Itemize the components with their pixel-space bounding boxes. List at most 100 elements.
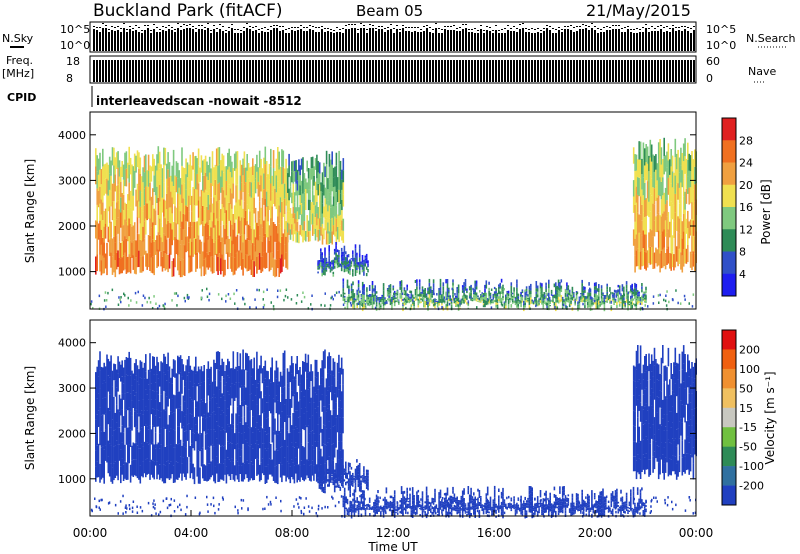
range-gate-cell	[221, 462, 223, 480]
scatter-cell	[369, 294, 371, 297]
sky-count-bar	[255, 30, 257, 51]
range-gate-cell	[310, 397, 312, 415]
range-gate-cell	[300, 443, 303, 461]
freq-bar	[279, 60, 281, 82]
range-gate-cell	[365, 260, 368, 264]
range-gate-cell	[283, 457, 286, 476]
range-gate-cell	[530, 300, 532, 305]
range-gate-cell	[304, 353, 307, 372]
range-gate-cell	[110, 252, 112, 268]
sky-count-bar	[237, 33, 239, 51]
range-gate-cell	[157, 410, 160, 427]
scatter-cell	[546, 292, 548, 296]
range-gate-cell	[220, 209, 222, 226]
range-gate-cell	[110, 191, 112, 207]
range-gate-cell	[342, 218, 345, 231]
range-gate-cell	[282, 150, 285, 168]
range-gate-cell	[210, 242, 212, 257]
range-gate-cell	[333, 260, 336, 264]
range-gate-cell	[324, 271, 326, 276]
sky-count-bar	[489, 31, 491, 51]
range-gate-cell	[213, 411, 215, 430]
range-gate-cell	[402, 306, 404, 308]
range-gate-cell	[313, 433, 315, 450]
range-gate-cell	[349, 270, 351, 273]
scatter-cell	[283, 298, 285, 302]
range-gate-cell	[375, 297, 378, 300]
range-gate-cell	[249, 196, 251, 212]
range-gate-cell	[334, 176, 336, 187]
freq-bar	[267, 60, 269, 82]
range-gate-cell	[688, 170, 690, 188]
range-gate-cell	[361, 267, 364, 270]
range-gate-cell	[172, 429, 175, 448]
range-gate-cell	[370, 294, 372, 296]
scatter-cell	[393, 292, 395, 295]
range-gate-cell	[358, 270, 361, 275]
range-gate-cell	[153, 391, 155, 410]
range-gate-cell	[210, 414, 212, 430]
range-gate-cell	[325, 263, 328, 266]
range-gate-cell	[232, 351, 235, 370]
freq-bar	[222, 60, 224, 82]
range-gate-cell	[218, 217, 221, 236]
range-gate-cell	[478, 298, 481, 300]
range-gate-cell	[215, 438, 218, 457]
range-gate-cell	[189, 188, 192, 206]
freq-bar	[570, 60, 572, 82]
range-gate-cell	[316, 190, 318, 202]
range-gate-cell	[239, 190, 242, 206]
range-gate-cell	[446, 292, 449, 297]
range-gate-cell	[335, 218, 338, 232]
range-gate-cell	[323, 173, 325, 185]
range-gate-cell	[481, 298, 483, 300]
range-gate-cell	[295, 160, 297, 172]
range-gate-cell	[218, 147, 221, 165]
range-gate-cell	[210, 382, 212, 399]
nave-label: Nave	[748, 65, 776, 78]
range-gate-cell	[680, 165, 682, 183]
range-gate-cell	[139, 239, 142, 257]
range-gate-cell	[110, 373, 112, 392]
range-gate-cell	[283, 404, 286, 422]
range-gate-cell	[289, 432, 292, 450]
range-gate-cell	[257, 429, 260, 445]
range-gate-cell	[317, 267, 319, 270]
range-gate-cell	[138, 369, 140, 385]
range-gate-cell	[220, 414, 222, 431]
range-gate-cell	[243, 416, 246, 433]
range-gate-cell	[163, 182, 165, 200]
range-gate-cell	[125, 462, 128, 480]
range-gate-cell	[235, 168, 237, 186]
range-gate-cell	[495, 304, 497, 308]
range-gate-cell	[635, 250, 638, 267]
range-gate-cell	[171, 197, 173, 214]
scatter-cell	[324, 304, 326, 307]
range-gate-cell	[525, 295, 528, 298]
search-count-dot	[267, 29, 269, 30]
range-gate-cell	[331, 217, 333, 232]
range-gate-cell	[178, 170, 180, 188]
range-gate-cell	[132, 181, 135, 196]
range-gate-cell	[318, 218, 321, 230]
range-gate-cell	[377, 299, 379, 301]
range-gate-cell	[168, 238, 171, 254]
range-gate-cell	[639, 306, 642, 309]
range-gate-cell	[306, 182, 308, 194]
range-gate-cell	[321, 394, 323, 412]
range-gate-cell	[513, 300, 515, 303]
range-gate-cell	[200, 433, 203, 450]
range-gate-cell	[164, 200, 167, 218]
range-gate-cell	[153, 461, 155, 480]
sky-count-bar	[186, 28, 188, 51]
range-gate-cell	[202, 432, 204, 448]
range-gate-cell	[338, 424, 340, 442]
range-gate-cell	[256, 351, 258, 370]
range-gate-cell	[492, 298, 495, 301]
range-gate-cell	[182, 229, 185, 245]
freq-bar	[609, 60, 611, 82]
range-gate-cell	[127, 357, 129, 376]
range-gate-cell	[384, 298, 386, 300]
range-gate-cell	[341, 210, 343, 221]
range-gate-cell	[296, 232, 299, 243]
